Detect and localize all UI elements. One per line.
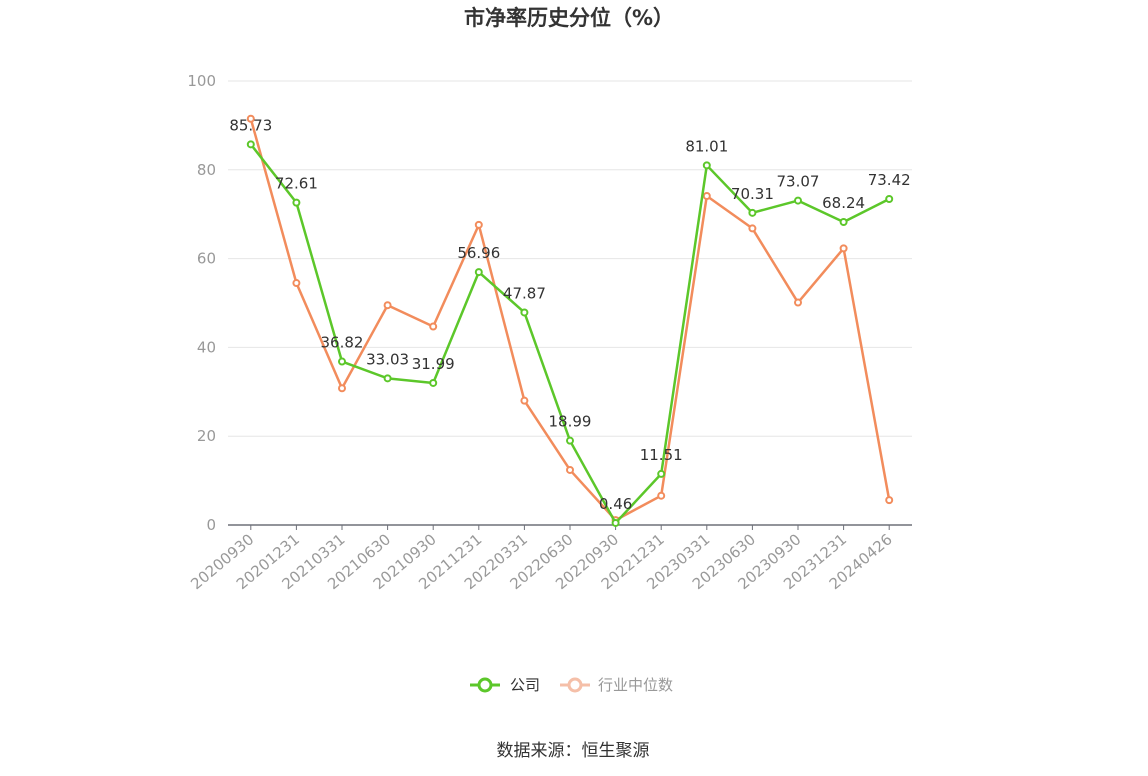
data-point-industry-median[interactable]: [292, 279, 301, 288]
data-point-industry-median[interactable]: [702, 191, 711, 200]
data-point-industry-median[interactable]: [383, 301, 392, 310]
data-point-company[interactable]: [246, 140, 255, 149]
data-point-company[interactable]: [748, 208, 757, 217]
data-label: 73.07: [777, 173, 820, 191]
data-point-industry-median[interactable]: [839, 244, 848, 253]
data-label: 18.99: [549, 413, 592, 431]
data-point-industry-median[interactable]: [748, 224, 757, 233]
data-point-company[interactable]: [566, 436, 574, 445]
data-label: 33.03: [366, 350, 409, 368]
x-axis: 2020093020201231202103312021063020210930…: [187, 524, 912, 593]
data-label: 72.61: [275, 175, 318, 193]
source-note: 数据来源：恒生聚源: [497, 741, 650, 761]
y-tick-label: 0: [206, 516, 216, 534]
data-point-company[interactable]: [520, 308, 529, 317]
data-point-company[interactable]: [657, 469, 666, 478]
data-label: 70.31: [731, 185, 774, 203]
data-label: 68.24: [822, 194, 865, 212]
legend-company-label: 公司: [510, 676, 540, 694]
data-point-industry-median[interactable]: [474, 220, 483, 229]
data-label: 56.96: [457, 244, 500, 262]
series-layer: [246, 114, 894, 527]
data-point-company[interactable]: [794, 196, 802, 205]
chart-title: 市净率历史分位（%）: [464, 6, 674, 30]
data-label: 47.87: [503, 284, 546, 302]
data-point-company[interactable]: [839, 218, 848, 227]
grid-lines: [228, 80, 912, 437]
y-tick-label: 20: [197, 427, 216, 445]
data-label: 11.51: [640, 446, 683, 464]
data-label: 81.01: [685, 137, 728, 155]
data-label: 85.73: [229, 116, 272, 134]
data-point-company[interactable]: [383, 374, 392, 383]
data-point-company[interactable]: [474, 268, 483, 277]
legend-item-industry-median[interactable]: 行业中位数: [560, 676, 673, 694]
y-tick-label: 60: [197, 250, 216, 268]
data-label: 0.46: [599, 495, 632, 513]
legend: 公司 行业中位数: [470, 676, 673, 694]
y-tick-label: 40: [197, 338, 216, 356]
legend-company-marker: [477, 677, 493, 693]
data-point-industry-median[interactable]: [885, 496, 894, 505]
data-label: 31.99: [412, 355, 455, 373]
data-point-industry-median[interactable]: [429, 322, 438, 331]
data-point-company[interactable]: [885, 195, 894, 204]
data-point-company[interactable]: [338, 357, 346, 366]
data-point-industry-median[interactable]: [520, 396, 529, 405]
y-tick-label: 100: [187, 72, 216, 90]
data-point-company[interactable]: [429, 378, 438, 387]
legend-item-company[interactable]: 公司: [470, 676, 540, 694]
data-point-industry-median[interactable]: [338, 384, 346, 393]
data-point-company[interactable]: [611, 518, 620, 527]
data-label: 36.82: [321, 334, 364, 352]
data-point-industry-median[interactable]: [657, 491, 666, 500]
legend-industry-marker: [567, 677, 583, 693]
data-point-company[interactable]: [702, 161, 711, 170]
data-point-industry-median[interactable]: [794, 298, 802, 307]
data-point-industry-median[interactable]: [246, 114, 255, 123]
data-point-industry-median[interactable]: [566, 465, 574, 474]
y-tick-label: 80: [197, 161, 216, 179]
legend-industry-label: 行业中位数: [598, 676, 673, 694]
data-point-company[interactable]: [292, 198, 301, 207]
data-label: 73.42: [868, 171, 911, 189]
y-axis: 0 20 40 60 80 100: [187, 72, 216, 534]
